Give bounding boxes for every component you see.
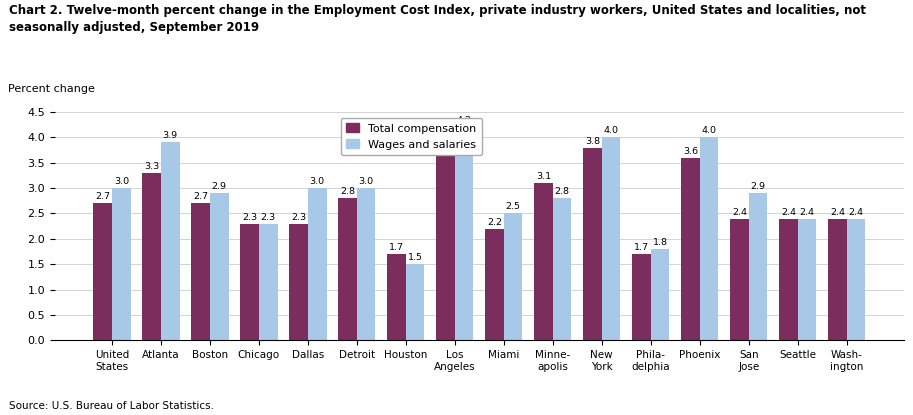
Bar [357, 188, 375, 340]
Bar [504, 213, 522, 340]
Bar [534, 183, 552, 340]
Bar [798, 219, 816, 340]
Bar [485, 229, 504, 340]
Text: 1.5: 1.5 [408, 253, 423, 262]
Text: 2.7: 2.7 [95, 192, 110, 201]
Text: 4.0: 4.0 [701, 127, 717, 135]
Bar [259, 224, 278, 340]
Bar [583, 148, 602, 340]
Bar [779, 219, 798, 340]
Text: 2.3: 2.3 [291, 212, 306, 222]
Text: 2.4: 2.4 [848, 208, 864, 217]
Text: 3.7: 3.7 [438, 142, 453, 151]
Bar [289, 224, 308, 340]
Text: 3.9: 3.9 [163, 132, 178, 140]
Text: 2.8: 2.8 [340, 187, 355, 196]
Text: 3.3: 3.3 [144, 162, 159, 171]
Bar [161, 142, 180, 340]
Bar [651, 249, 669, 340]
Bar [308, 188, 327, 340]
Bar [846, 219, 866, 340]
Bar [192, 203, 210, 340]
Text: 2.9: 2.9 [750, 182, 765, 191]
Text: 2.4: 2.4 [781, 208, 796, 217]
Text: 3.0: 3.0 [359, 177, 373, 186]
Text: 2.7: 2.7 [194, 192, 208, 201]
Bar [387, 254, 406, 340]
Bar [210, 193, 228, 340]
Text: 2.4: 2.4 [800, 208, 814, 217]
Text: 1.8: 1.8 [653, 238, 667, 247]
Bar [240, 224, 259, 340]
Text: 1.7: 1.7 [389, 243, 404, 252]
Text: 3.8: 3.8 [585, 137, 600, 146]
Text: 2.3: 2.3 [261, 212, 276, 222]
Bar [93, 203, 112, 340]
Bar [436, 153, 455, 340]
Text: 2.4: 2.4 [732, 208, 747, 217]
Bar [730, 219, 749, 340]
Bar [749, 193, 767, 340]
Bar [828, 219, 846, 340]
Bar [339, 198, 357, 340]
Legend: Total compensation, Wages and salaries: Total compensation, Wages and salaries [341, 117, 482, 155]
Text: 2.9: 2.9 [212, 182, 226, 191]
Text: 3.0: 3.0 [114, 177, 129, 186]
Text: Source: U.S. Bureau of Labor Statistics.: Source: U.S. Bureau of Labor Statistics. [9, 401, 215, 411]
Text: Chart 2. Twelve-month percent change in the Employment Cost Index, private indus: Chart 2. Twelve-month percent change in … [9, 4, 866, 34]
Text: 3.1: 3.1 [536, 172, 551, 181]
Text: 2.3: 2.3 [242, 212, 257, 222]
Text: 3.6: 3.6 [683, 146, 698, 156]
Bar [681, 158, 699, 340]
Text: 2.2: 2.2 [487, 218, 502, 227]
Text: 2.4: 2.4 [830, 208, 845, 217]
Bar [142, 173, 161, 340]
Bar [602, 137, 620, 340]
Bar [552, 198, 572, 340]
Bar [112, 188, 131, 340]
Bar [632, 254, 651, 340]
Text: 2.5: 2.5 [506, 203, 520, 212]
Text: Percent change: Percent change [8, 84, 95, 94]
Bar [699, 137, 719, 340]
Text: 3.0: 3.0 [310, 177, 325, 186]
Bar [455, 127, 474, 340]
Text: 2.8: 2.8 [554, 187, 570, 196]
Text: 4.0: 4.0 [603, 127, 619, 135]
Text: 1.7: 1.7 [634, 243, 649, 252]
Text: 4.2: 4.2 [456, 116, 472, 125]
Bar [406, 264, 425, 340]
